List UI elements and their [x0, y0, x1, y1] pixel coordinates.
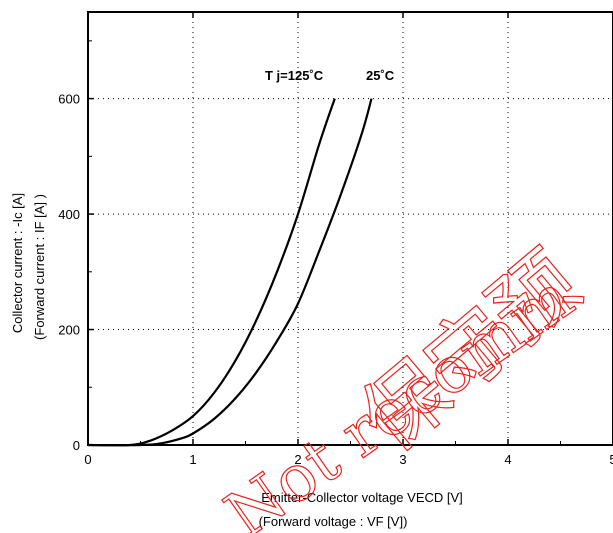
x-tick-label: 1 — [189, 452, 196, 467]
y-tick-label: 200 — [58, 323, 80, 338]
x-tick-label: 3 — [399, 452, 406, 467]
grid-lines — [88, 12, 613, 445]
series-layer — [87, 98, 373, 447]
y-tick-label: 0 — [73, 438, 80, 453]
x-tick-label: 4 — [504, 452, 511, 467]
y-tick-label: 600 — [58, 92, 80, 107]
series-label-tj125: T j=125˚C — [265, 68, 324, 83]
series-line-tj125 — [87, 98, 336, 447]
x-axis-subtitle: (Forward voltage : VF [V]) — [259, 514, 408, 529]
plot-frame — [87, 11, 613, 446]
x-tick-label: 2 — [294, 452, 301, 467]
watermark: 保守预 Not recomm — [212, 233, 598, 533]
tick-labels: 0 1 2 3 4 5 0 200 400 600 — [58, 92, 613, 467]
x-tick-label: 0 — [84, 452, 91, 467]
x-tick-label: 5 — [609, 452, 613, 467]
y-tick-label: 400 — [58, 207, 80, 222]
axis-ticks — [87, 12, 613, 446]
y-axis-subtitle: (Forward current : IF [A] ) — [32, 194, 47, 340]
x-axis-title: Emitter-Collector voltage VECD [V] — [261, 490, 463, 505]
series-label-25c: 25˚C — [366, 68, 395, 83]
series-line-25c — [87, 98, 373, 447]
y-axis-title: Collector current : -Ic [A] — [10, 193, 25, 333]
